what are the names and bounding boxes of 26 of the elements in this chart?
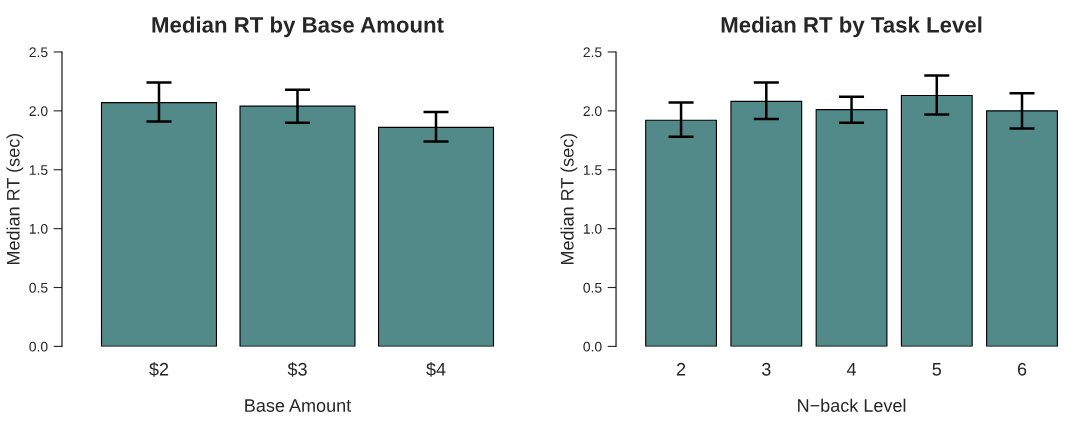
x-tick-label: 3: [761, 362, 771, 376]
y-tick-label: 0.0: [29, 341, 48, 352]
y-tick-label: 1.5: [29, 165, 48, 175]
y-tick-label: 0.5: [29, 282, 48, 293]
x-tick-label: $3: [287, 362, 307, 377]
y-tick-label: 1.0: [583, 223, 602, 234]
x-axis-title: N−back Level: [798, 398, 906, 412]
x-tick-label: $2: [149, 362, 169, 377]
y-tick-label: 0.0: [583, 341, 602, 352]
y-tick-label: 2.0: [29, 106, 48, 117]
y-axis-title: Median RT (sec): [6, 133, 24, 265]
chart-title: Median RT by Base Amount: [152, 16, 444, 38]
x-tick-label: 2: [676, 362, 686, 376]
x-tick-label: $4: [426, 362, 446, 377]
chart-title: Median RT by Task Level: [721, 16, 982, 38]
y-tick-label: 0.5: [583, 282, 602, 293]
y-tick-label: 2.0: [583, 106, 602, 117]
y-axis-title: Median RT (sec): [560, 133, 578, 265]
x-axis-title: Base Amount: [245, 399, 352, 412]
x-tick-label: 6: [1017, 362, 1027, 376]
y-tick-label: 2.5: [29, 47, 48, 58]
y-tick-label: 1.5: [583, 165, 602, 175]
y-tick-label: 1.0: [29, 223, 48, 234]
x-tick-label: 4: [846, 363, 857, 376]
y-tick-label: 2.5: [583, 47, 602, 58]
x-tick-label: 5: [932, 363, 942, 376]
